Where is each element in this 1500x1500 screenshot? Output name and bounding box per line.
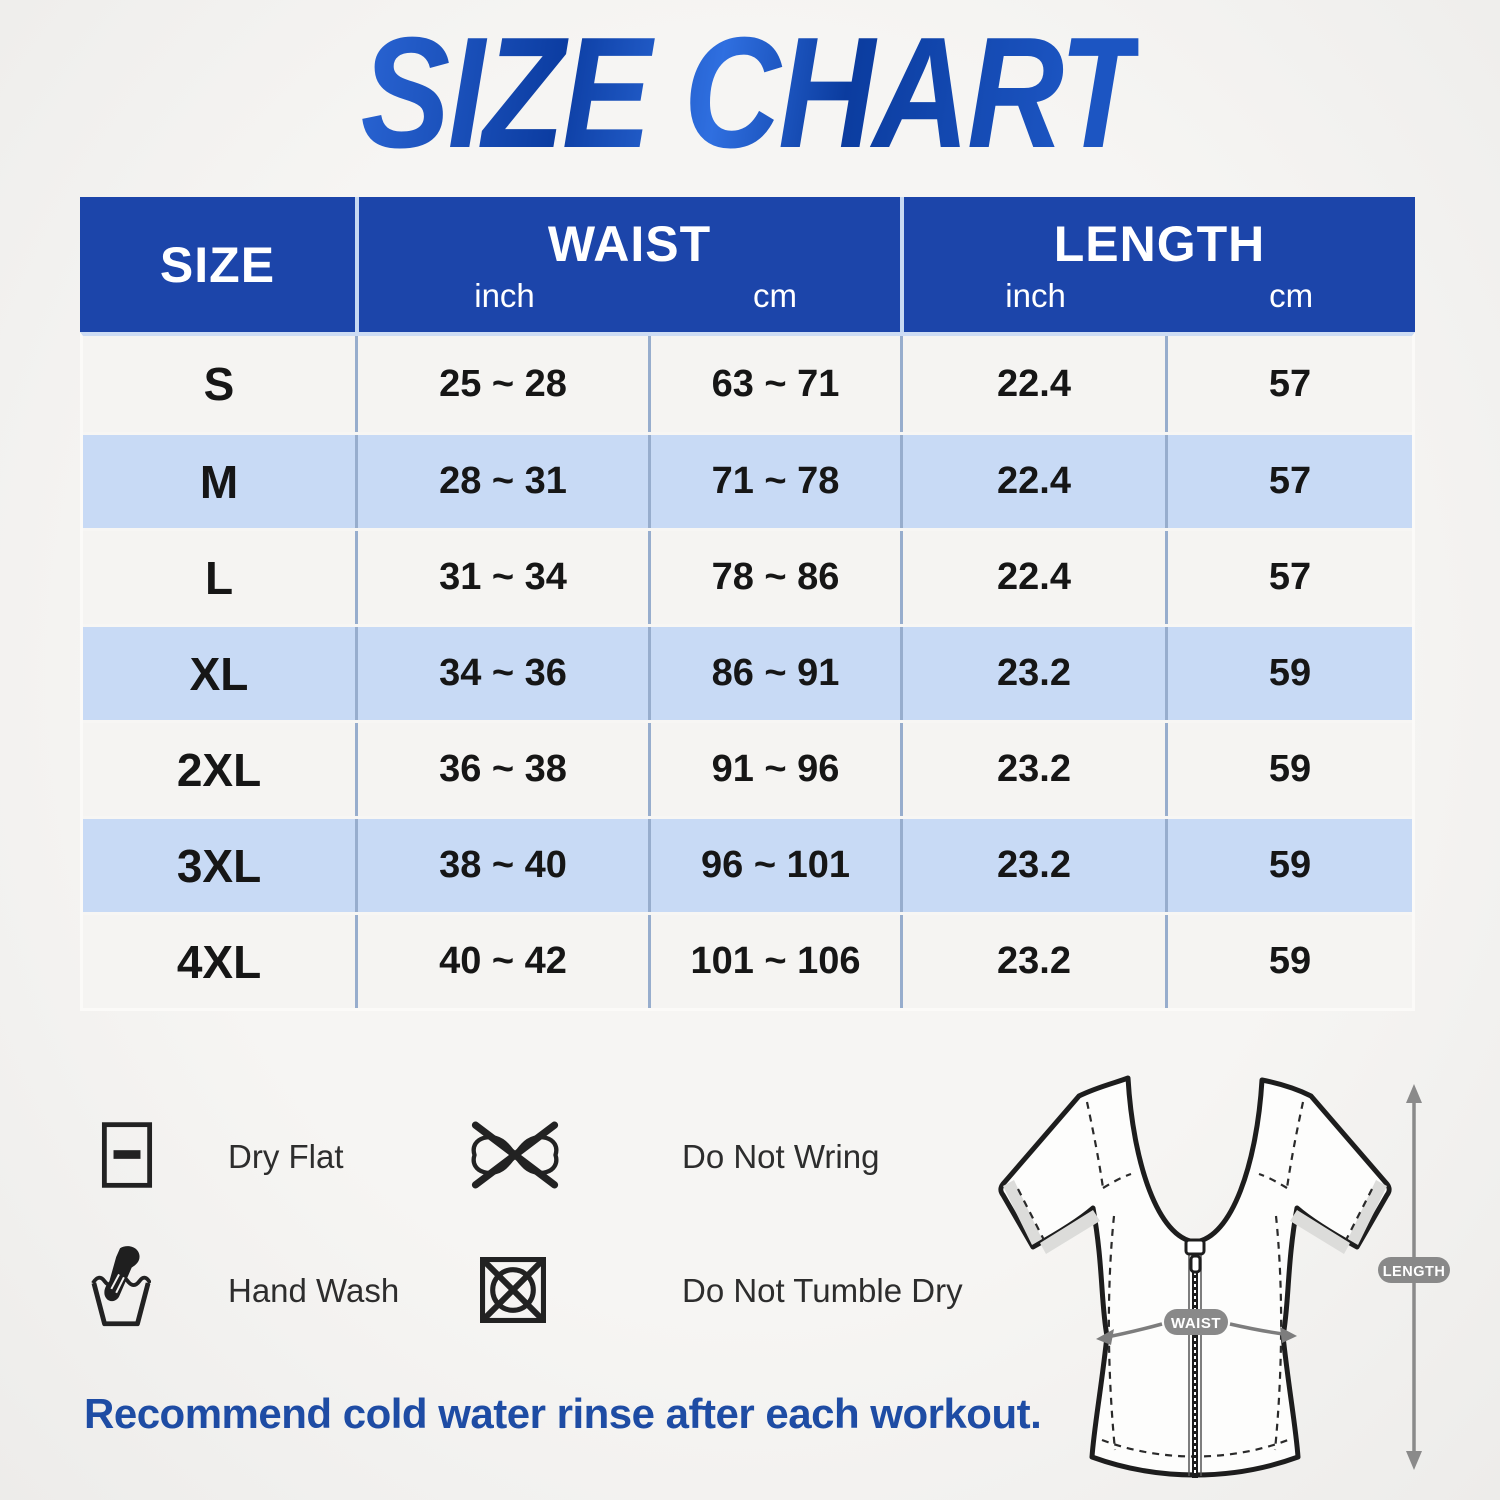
header-cell-waist: WAIST inch cm <box>355 197 900 332</box>
waist-unit-cm: cm <box>753 276 798 314</box>
cell-waist-cm: 91 ~ 96 <box>648 723 900 816</box>
cell-waist-cm: 86 ~ 91 <box>648 627 900 720</box>
cell-waist-cm: 71 ~ 78 <box>648 435 900 528</box>
table-row-2xl: 2XL 36 ~ 38 91 ~ 96 23.2 59 <box>83 720 1412 816</box>
cell-size: L <box>204 551 234 604</box>
cell-waist-inch: 31 ~ 34 <box>355 531 648 624</box>
table-row-s: S 25 ~ 28 63 ~ 71 22.4 57 <box>83 336 1412 432</box>
length-badge-label: LENGTH <box>1383 1264 1446 1280</box>
dry-flat-icon <box>101 1122 153 1188</box>
table-row-4xl: 4XL 40 ~ 42 101 ~ 106 23.2 59 <box>83 912 1412 1008</box>
cell-waist-inch: 25 ~ 28 <box>355 336 648 432</box>
cell-length-cm: 59 <box>1165 723 1412 816</box>
cell-size: 4XL <box>176 935 262 988</box>
table-header: SIZE WAIST inch cm LENGTH inch cm <box>80 197 1415 332</box>
cell-length-cm: 57 <box>1165 336 1412 432</box>
do-not-wring-icon <box>471 1121 559 1189</box>
waist-unit-inch: inch <box>474 276 535 314</box>
length-unit-inch: inch <box>1005 276 1066 314</box>
cell-length-cm: 59 <box>1165 819 1412 912</box>
cell-size: S <box>203 358 235 410</box>
cell-waist-inch: 34 ~ 36 <box>355 627 648 720</box>
cell-size: 2XL <box>176 743 262 796</box>
waist-units: inch cm <box>359 277 900 315</box>
header-label-waist: WAIST <box>547 215 712 272</box>
header-cell-size: SIZE <box>80 197 355 332</box>
waist-badge <box>1164 1309 1228 1335</box>
cell-length-cm: 57 <box>1165 531 1412 624</box>
cell-length-inch: 23.2 <box>900 723 1165 816</box>
cell-length-inch: 22.4 <box>900 336 1165 432</box>
cell-size: 3XL <box>176 839 262 892</box>
table-body: S 25 ~ 28 63 ~ 71 22.4 57 M 28 ~ 31 71 ~… <box>80 332 1415 1011</box>
length-measure: LENGTH <box>1378 1084 1450 1470</box>
cell-waist-cm: 78 ~ 86 <box>648 531 900 624</box>
cell-length-inch: 23.2 <box>900 627 1165 720</box>
waist-badge-label: WAIST <box>1171 1315 1221 1332</box>
cell-length-cm: 59 <box>1165 915 1412 1008</box>
table-row-m: M 28 ~ 31 71 ~ 78 22.4 57 <box>83 432 1412 528</box>
length-badge <box>1378 1257 1450 1283</box>
cell-size: XL <box>189 647 249 700</box>
header-cell-length: LENGTH inch cm <box>900 197 1415 332</box>
table-row-3xl: 3XL 38 ~ 40 96 ~ 101 23.2 59 <box>83 816 1412 912</box>
cell-length-inch: 23.2 <box>900 915 1165 1008</box>
header-label-length: LENGTH <box>1053 215 1266 272</box>
zipper <box>1184 1238 1206 1478</box>
cell-length-inch: 22.4 <box>900 531 1165 624</box>
footer-note: Recommend cold water rinse after each wo… <box>84 1390 1042 1437</box>
cell-waist-inch: 36 ~ 38 <box>355 723 648 816</box>
table-row-l: L 31 ~ 34 78 ~ 86 22.4 57 <box>83 528 1412 624</box>
hand-wash-icon <box>91 1246 151 1327</box>
garment-diagram: WAIST LENGTH <box>998 1075 1450 1478</box>
waist-measure: WAIST <box>1096 1309 1297 1345</box>
cell-length-inch: 23.2 <box>900 819 1165 912</box>
cell-size: M <box>199 455 239 508</box>
care-label: Do Not Wring <box>682 1138 880 1175</box>
cell-waist-cm: 96 ~ 101 <box>648 819 900 912</box>
size-table: SIZE WAIST inch cm LENGTH inch cm S 25 <box>80 197 1415 1011</box>
cell-waist-inch: 38 ~ 40 <box>355 819 648 912</box>
cell-waist-cm: 63 ~ 71 <box>648 336 900 432</box>
table-row-xl: XL 34 ~ 36 86 ~ 91 23.2 59 <box>83 624 1412 720</box>
length-units: inch cm <box>904 277 1415 315</box>
care-label: Dry Flat <box>228 1138 344 1175</box>
do-not-tumble-dry-icon <box>480 1257 546 1323</box>
cell-waist-cm: 101 ~ 106 <box>648 915 900 1008</box>
cell-length-cm: 57 <box>1165 435 1412 528</box>
cell-length-inch: 22.4 <box>900 435 1165 528</box>
page-title: SIZE CHART <box>361 5 1141 181</box>
care-label: Do Not Tumble Dry <box>682 1272 963 1309</box>
length-unit-cm: cm <box>1269 276 1314 314</box>
care-label: Hand Wash <box>228 1272 400 1309</box>
header-label-size: SIZE <box>159 236 276 293</box>
cell-waist-inch: 40 ~ 42 <box>355 915 648 1008</box>
cell-waist-inch: 28 ~ 31 <box>355 435 648 528</box>
cell-length-cm: 59 <box>1165 627 1412 720</box>
